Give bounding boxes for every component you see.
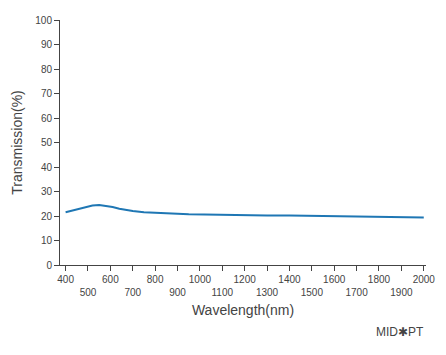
svg-text:1100: 1100 xyxy=(212,287,234,298)
svg-text:40: 40 xyxy=(41,162,53,173)
svg-text:900: 900 xyxy=(169,287,186,298)
svg-text:1600: 1600 xyxy=(323,274,346,285)
svg-text:500: 500 xyxy=(80,287,97,298)
svg-text:1900: 1900 xyxy=(390,287,413,298)
svg-text:2000: 2000 xyxy=(413,274,436,285)
svg-text:MID✱PT: MID✱PT xyxy=(376,325,424,339)
svg-text:1000: 1000 xyxy=(189,274,212,285)
svg-text:100: 100 xyxy=(35,15,52,26)
svg-text:1700: 1700 xyxy=(345,287,368,298)
svg-text:1800: 1800 xyxy=(368,274,391,285)
svg-text:1200: 1200 xyxy=(234,274,257,285)
svg-text:600: 600 xyxy=(102,274,119,285)
svg-text:400: 400 xyxy=(57,274,74,285)
svg-text:20: 20 xyxy=(41,211,53,222)
svg-text:800: 800 xyxy=(147,274,164,285)
svg-text:1400: 1400 xyxy=(278,274,301,285)
svg-text:80: 80 xyxy=(41,64,53,75)
svg-text:Wavelength(nm): Wavelength(nm) xyxy=(192,302,294,318)
svg-text:90: 90 xyxy=(41,39,53,50)
svg-text:0: 0 xyxy=(46,260,52,271)
svg-text:70: 70 xyxy=(41,88,53,99)
svg-text:1500: 1500 xyxy=(301,287,324,298)
svg-text:50: 50 xyxy=(41,137,53,148)
svg-text:Transmission(%): Transmission(%) xyxy=(9,90,25,195)
svg-text:700: 700 xyxy=(124,287,141,298)
svg-text:30: 30 xyxy=(41,186,53,197)
svg-text:60: 60 xyxy=(41,113,53,124)
svg-text:10: 10 xyxy=(41,235,53,246)
svg-text:1300: 1300 xyxy=(256,287,279,298)
